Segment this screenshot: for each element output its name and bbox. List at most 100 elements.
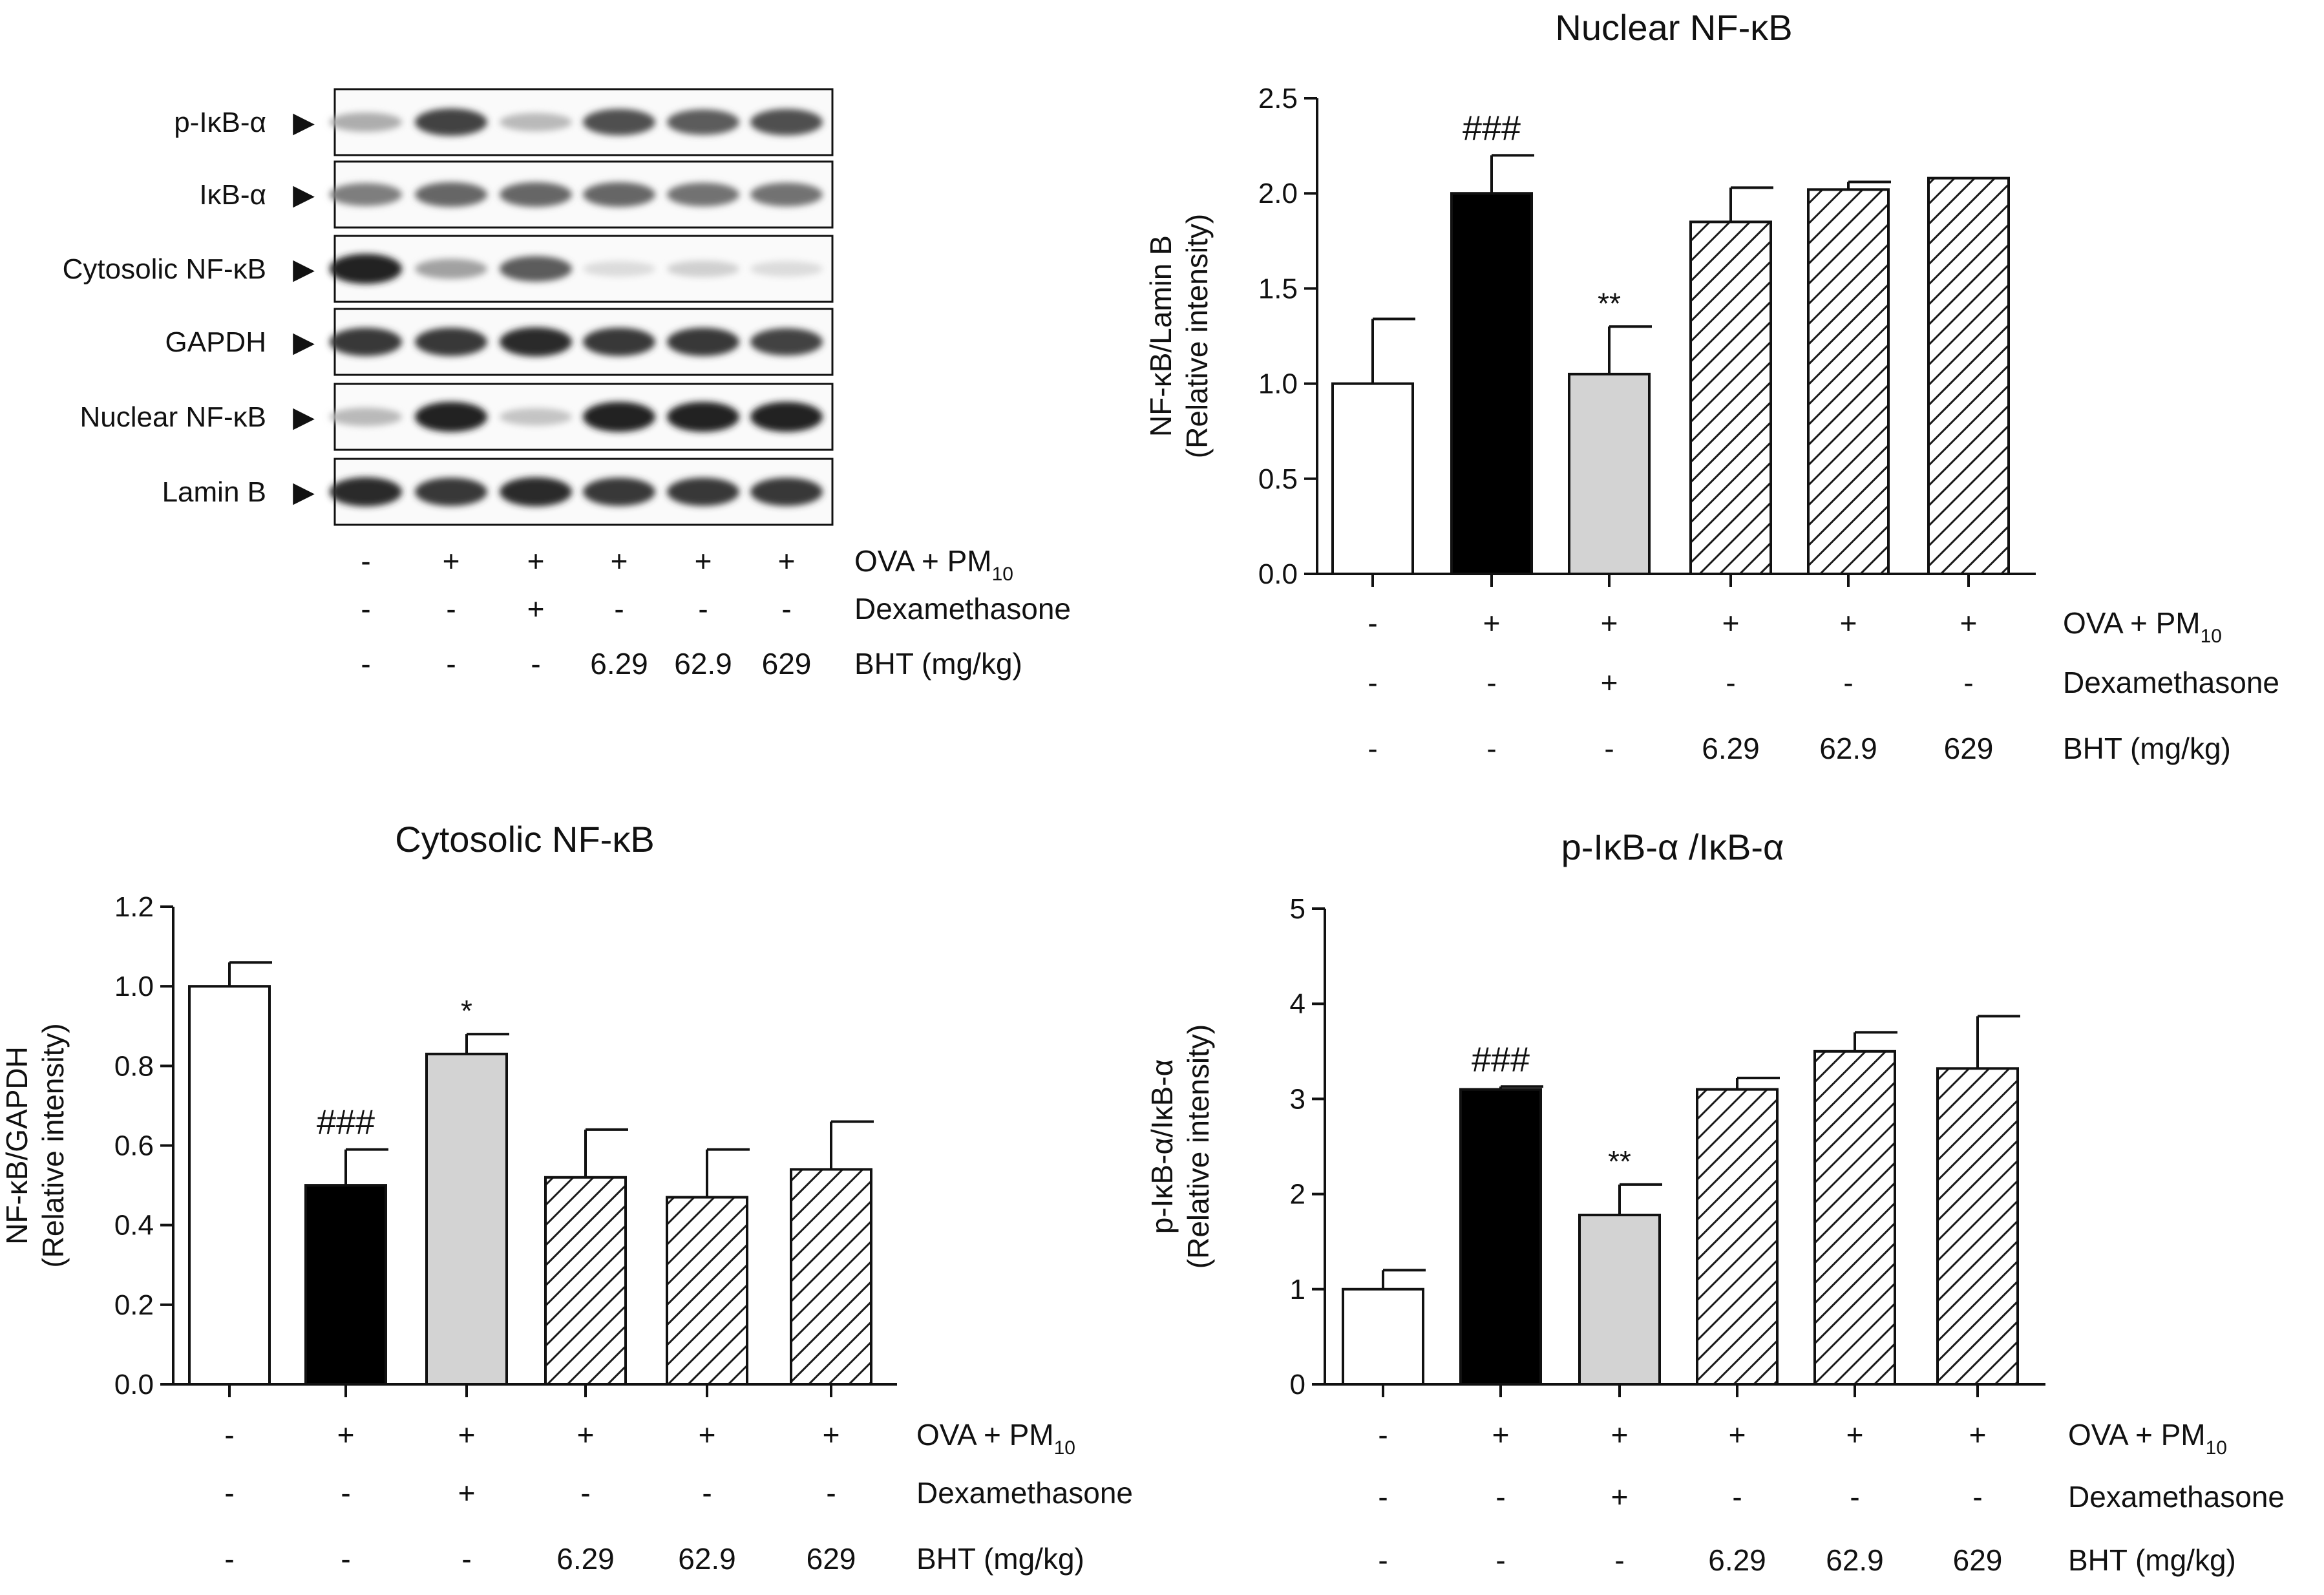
y-tick-label: 3 xyxy=(1290,1083,1305,1115)
bar xyxy=(1807,188,1890,575)
blot-treatment-cell: 62.9 xyxy=(674,647,732,681)
bar xyxy=(1689,220,1772,575)
nuclear-treatment-cell: + xyxy=(1601,606,1618,640)
blot-treatment-cell: + xyxy=(611,544,628,578)
blot-row-label: Cytosolic NF-κB xyxy=(63,253,266,285)
nuclear-treatment-cell: - xyxy=(1604,732,1614,765)
y-axis-label: NF-κB/Lamin B xyxy=(1144,235,1178,437)
cytosolic-treatment-cell: - xyxy=(826,1476,836,1510)
blot-treatment-cell: 6.29 xyxy=(590,647,648,681)
y-tick-label: 0.6 xyxy=(114,1130,154,1162)
y-axis-label: p-IκB-α/IκB-α xyxy=(1145,1059,1179,1234)
bar xyxy=(1813,1050,1896,1386)
blot-row-arrow: ▶ xyxy=(293,401,315,433)
blot-band xyxy=(500,327,572,357)
nuclear-treatment-cell: - xyxy=(1963,666,1973,699)
cytosolic-treatment-cell: + xyxy=(699,1418,716,1452)
ratio-treatment-cell: + xyxy=(1611,1418,1629,1452)
blot-band xyxy=(330,183,402,206)
blot-row-arrow: ▶ xyxy=(293,179,315,211)
ratio-treatment-cell: - xyxy=(1378,1418,1388,1452)
nuclear-treatment-cell: - xyxy=(1726,666,1735,699)
blot-row-label: Nuclear NF-κB xyxy=(80,401,267,433)
blot-treatment-cell: + xyxy=(527,544,545,578)
cytosolic-nfkb-chart: Cytosolic NF-κB NF-κB/GAPDH (Relative inte… xyxy=(0,819,1133,1576)
blot-row-arrow: ▶ xyxy=(293,326,315,358)
significance-label: ** xyxy=(1598,286,1621,320)
y-tick-label: 2.5 xyxy=(1258,83,1298,114)
western-blot-panel: p-IκB-α ▶ IκB-α ▶ Cytosolic NF-κB ▶ GAPDH ▶ Nucl… xyxy=(63,88,1071,681)
blot-treatment-label: Dexamethasone xyxy=(854,592,1071,626)
blot-band xyxy=(750,328,823,356)
ratio-treatment-cell: 62.9 xyxy=(1826,1543,1884,1577)
blot-row-arrow: ▶ xyxy=(293,107,315,138)
blot-treatment-cell: - xyxy=(361,544,370,578)
ratio-treatment-cell: + xyxy=(1729,1418,1746,1452)
blot-band xyxy=(415,182,487,207)
bar xyxy=(188,985,271,1386)
blot-row-arrow: ▶ xyxy=(293,253,315,285)
blot-row-arrow: ▶ xyxy=(293,476,315,508)
significance-label: * xyxy=(461,994,472,1028)
y-tick-label: 5 xyxy=(1290,893,1305,925)
blot-treatment-cell: - xyxy=(361,592,370,626)
blot-treatment-cell: - xyxy=(361,647,370,681)
bar xyxy=(1331,382,1414,575)
ratio-treatment-cell: - xyxy=(1732,1480,1742,1514)
y-tick-label: 1 xyxy=(1290,1274,1305,1305)
nuclear-treatment-cell: 6.29 xyxy=(1702,732,1760,765)
significance-label: ### xyxy=(317,1103,375,1142)
ratio-treatment-cell: + xyxy=(1846,1418,1864,1452)
nuclear-treatment-cell: + xyxy=(1840,606,1857,640)
blot-row-label: p-IκB-α xyxy=(174,107,266,138)
ratio-treatment-cell: 6.29 xyxy=(1708,1543,1766,1577)
blot-treatment-cell: + xyxy=(443,544,460,578)
blot-band xyxy=(415,259,487,279)
bar xyxy=(1696,1088,1779,1386)
cytosolic-treatment-label: BHT (mg/kg) xyxy=(916,1542,1084,1576)
ratio-treatment-label: OVA + PM10 xyxy=(2068,1418,2227,1459)
nuclear-treatment-cell: - xyxy=(1486,732,1496,765)
blot-band xyxy=(750,401,823,432)
y-tick-label: 0.5 xyxy=(1258,463,1298,495)
blot-treatment-cell: - xyxy=(531,647,540,681)
blot-band xyxy=(583,109,655,136)
ratio-treatment-cell: - xyxy=(1378,1543,1388,1577)
nuclear-nfkb-chart: Nuclear NF-κB NF-κB/Lamin B (Relative inte… xyxy=(1144,7,2279,765)
blot-band xyxy=(415,108,487,136)
blot-band xyxy=(667,109,739,135)
cytosolic-treatment-cell: 629 xyxy=(807,1542,856,1576)
nuclear-treatment-cell: + xyxy=(1483,606,1501,640)
blot-treatment-cell: 629 xyxy=(762,647,812,681)
bar xyxy=(666,1196,748,1386)
y-tick-label: 1.2 xyxy=(114,891,154,923)
bar xyxy=(790,1168,872,1386)
cytosolic-treatment-cell: - xyxy=(224,1418,234,1452)
cytosolic-treatment-cell: 6.29 xyxy=(556,1542,615,1576)
nuclear-treatment-cell: - xyxy=(1368,666,1377,699)
blot-band xyxy=(667,401,739,432)
cytosolic-treatment-cell: - xyxy=(580,1476,590,1510)
y-tick-label: 1.5 xyxy=(1258,273,1298,304)
ratio-treatment-cell: + xyxy=(1969,1418,1987,1452)
nuclear-treatment-cell: 62.9 xyxy=(1819,732,1877,765)
blot-band xyxy=(500,408,572,426)
blot-band xyxy=(330,328,402,356)
ratio-treatment-cell: + xyxy=(1492,1418,1510,1452)
ratio-treatment-cell: - xyxy=(1614,1543,1624,1577)
cytosolic-treatment-cell: + xyxy=(823,1418,840,1452)
ratio-treatment-cell: - xyxy=(1972,1480,1982,1514)
blot-band xyxy=(667,328,739,356)
cytosolic-treatment-cell: + xyxy=(458,1418,476,1452)
cytosolic-treatment-label: Dexamethasone xyxy=(916,1476,1133,1510)
blot-treatment-cell: - xyxy=(446,647,456,681)
blot-treatment-cell: - xyxy=(446,592,456,626)
y-tick-label: 0.2 xyxy=(114,1289,154,1321)
nuclear-treatment-cell: - xyxy=(1486,666,1496,699)
bar xyxy=(1927,176,2010,575)
y-tick-label: 0.0 xyxy=(1258,558,1298,590)
nuclear-treatment-cell: - xyxy=(1843,666,1853,699)
blot-band xyxy=(750,478,823,506)
y-tick-label: 2 xyxy=(1290,1179,1305,1210)
blot-band xyxy=(583,260,655,277)
